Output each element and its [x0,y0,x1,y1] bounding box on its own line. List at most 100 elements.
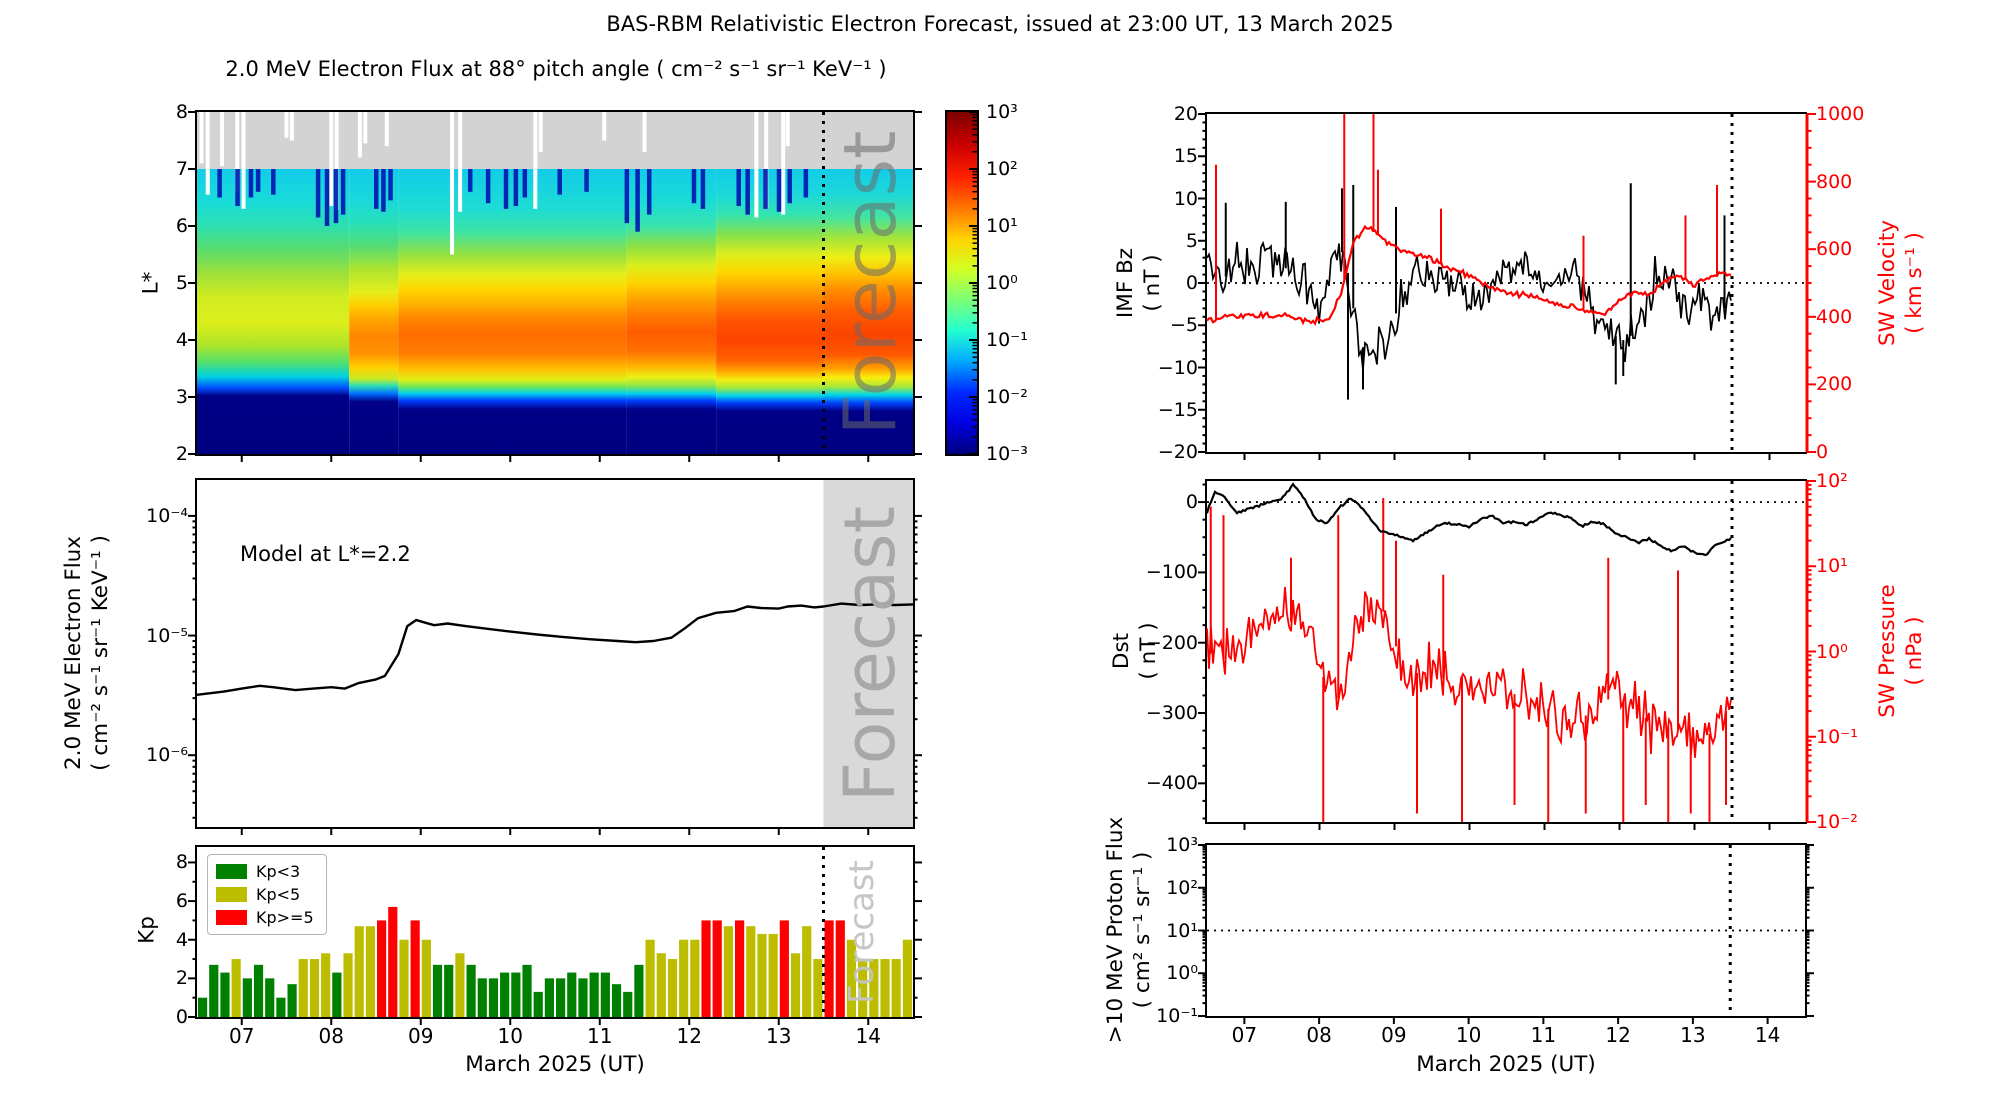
tick-label: 6 [175,215,188,237]
white-data-gap-streak [329,112,334,207]
data-spikes [1209,498,1727,822]
low-flux-streak [803,169,809,198]
electron-flux-axis-label-line2: ( cm⁻² s⁻¹ sr⁻¹ KeV⁻¹ ) [88,535,113,771]
x-tick-label: 11 [587,1024,613,1048]
x-tick-label: 09 [1381,1023,1407,1047]
kp-bar [276,997,286,1017]
kp-legend-item: Kp>=5 [216,906,314,929]
model-annotation: Model at L*=2.2 [240,542,411,566]
kp-bar [701,920,711,1017]
kp-bar [790,953,801,1017]
colorbar-tick-label: 10⁻³ [986,443,1028,465]
y-minor-ticks [1202,845,1810,1005]
sw-pressure-axis-label-line2: ( nPa ) [1902,616,1927,686]
lstar-axis-label: L* [138,271,164,295]
kp-bar [477,978,487,1017]
heatmap-segment [349,169,399,454]
heatmap-segment [398,169,627,454]
low-flux-streak [700,169,706,209]
low-flux-streak [736,169,741,207]
white-data-gap-streak [538,112,543,152]
tick-label: 10 [1173,187,1198,210]
tick-label: −5 [1169,314,1198,337]
kp-axis-label: Kp [134,916,160,944]
kp-bar [723,926,733,1017]
low-flux-streak [776,169,782,212]
tick-label: 10⁻¹ [1156,1005,1198,1027]
x-tick-label: 10 [1455,1023,1482,1047]
kp-bar [544,978,554,1017]
white-data-gap-streak [241,112,246,209]
kp-bar [578,978,588,1017]
tick-label: 600 [1816,238,1853,261]
white-data-gap-streak [533,112,538,209]
tick-label: −10 [1157,356,1198,379]
low-flux-streak [624,169,630,224]
kp-bar [735,920,745,1017]
tick-label: 7 [175,158,188,180]
kp-bar [466,964,476,1017]
kp-bar [343,953,353,1017]
colorbar-ticks-canvas [969,111,977,455]
kp-bar [869,959,879,1017]
x-tick-label: 07 [1231,1023,1258,1047]
data-series-line [1206,586,1732,758]
kp-bar [757,933,767,1017]
kp-legend-label: Kp>=5 [256,908,314,927]
white-data-gap-streak [450,112,455,255]
electron-flux-axis-label: 2.0 MeV Electron Flux ( cm⁻² s⁻¹ sr⁻¹ Ke… [61,535,115,771]
white-data-gap-streak [199,112,204,164]
low-flux-streak [745,169,750,215]
tick-label: −300 [1145,702,1198,725]
x-ticks [240,1017,870,1025]
x-tick-label: 09 [408,1024,434,1048]
data-series-line [1206,240,1732,371]
kp-bar [891,959,901,1017]
x-tick-label: 13 [1680,1023,1706,1047]
low-flux-streak [381,169,386,212]
kp-panel: 0 2 4 6 8 07 08 09 10 11 12 13 14 Forecast Kp<3 Kp<5 Kp>… [176,845,922,1048]
kp-legend-swatch [216,887,247,902]
heatmap-forecast-watermark: Forecast [828,130,913,436]
tick-label: 4 [175,329,188,351]
low-flux-streak [340,169,346,215]
kp-bar [567,972,577,1017]
x-ticks [240,827,870,835]
kp-legend: Kp<3 Kp<5 Kp>=5 [207,854,327,935]
tick-label: 6 [175,890,188,913]
heatmap-segment [823,169,913,454]
kp-bar [768,933,778,1017]
white-data-gap-streak [289,112,294,141]
data-spikes [1215,114,1718,319]
tick-label: 0 [1185,272,1198,294]
white-data-gap-streak [754,112,759,218]
kp-bar [231,959,241,1017]
tick-label: 10² [1166,876,1198,899]
low-flux-streak [763,169,768,209]
electron-flux-heatmap-panel: 2 3 4 5 6 7 8 Forecast [176,101,922,465]
tick-label: 10³ [1166,834,1198,856]
tick-label: 10¹ [1816,555,1848,578]
proton-flux-panel: 10³ 10² 10¹ 10⁰ 10⁻¹ 07 08 09 10 11 12 13 14 [1156,834,1814,1047]
kp-bar [287,984,297,1017]
kp-legend-swatch [216,910,247,925]
x-ticks [1243,1016,1769,1024]
tick-label: 10⁻⁶ [146,744,188,767]
x-tick-label: 13 [766,1024,792,1048]
p-bz-canvas [1198,113,1816,460]
kp-bar [242,978,252,1017]
flux-forecast-watermark: Forecast [829,505,912,802]
kp-legend-item: Kp<5 [216,883,314,906]
kp-bar [455,953,465,1017]
white-data-gap-streak [284,112,289,138]
kp-bar [858,959,868,1017]
low-flux-streak [635,169,640,232]
low-flux-streak [485,169,491,204]
tick-label: 200 [1816,373,1853,396]
right-y-ticks [1807,480,1816,823]
x-axis-label-right: March 2025 (UT) [1416,1052,1596,1077]
colorbar: 10³ 10² 10¹ 10⁰ 10⁻¹ 10⁻² 10⁻³ [945,101,1028,465]
kp-bar [488,978,499,1017]
tick-label: 1000 [1816,103,1865,125]
imf-bz-axis-label: IMF Bz ( nT ) [1113,248,1167,318]
